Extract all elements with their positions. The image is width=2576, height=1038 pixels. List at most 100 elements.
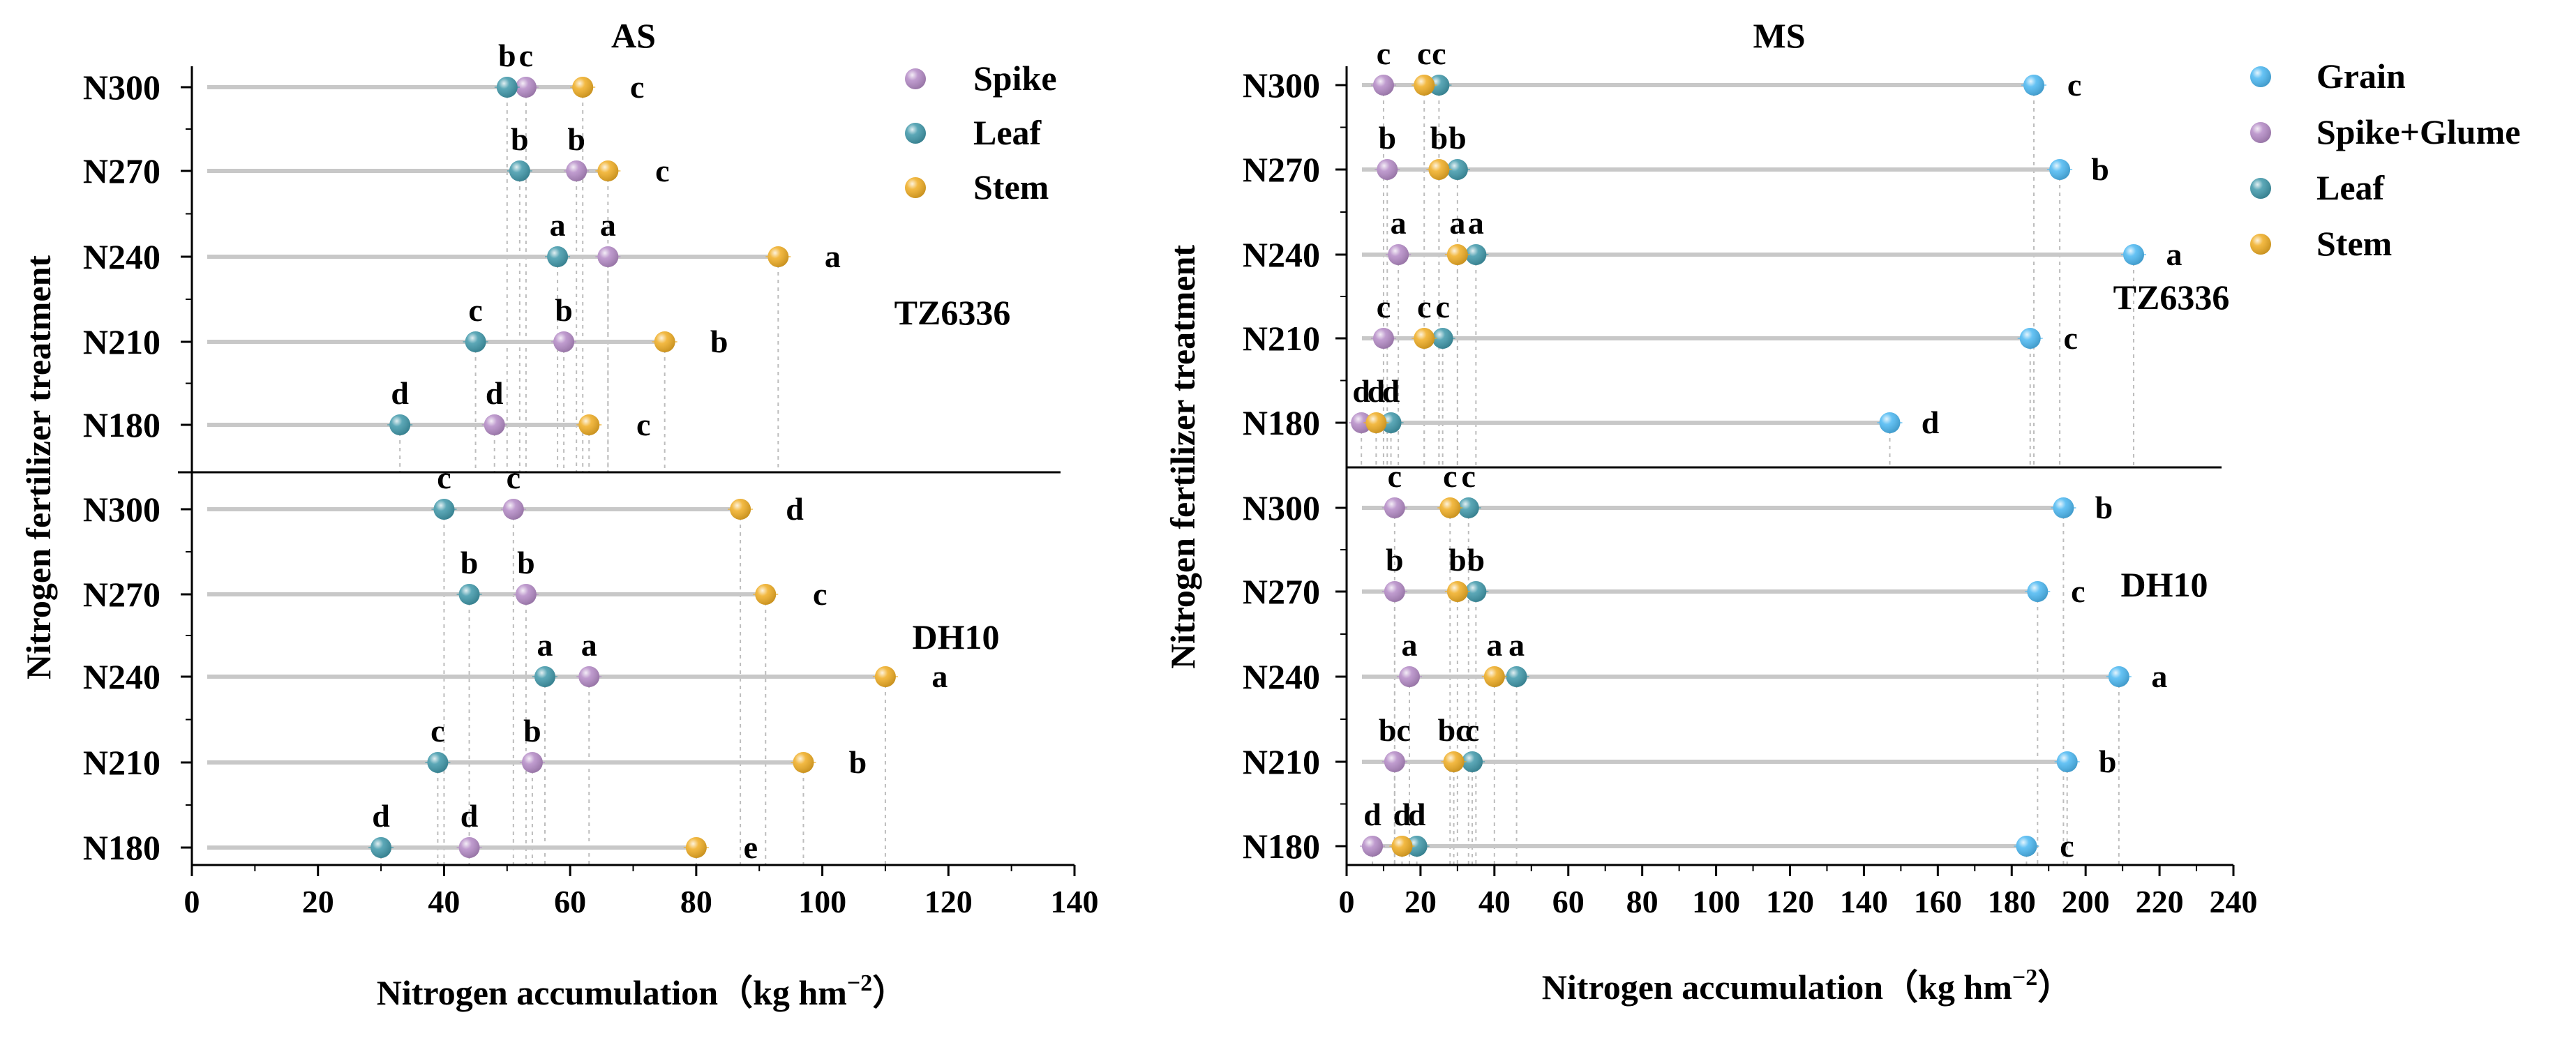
treatment-row: N300 cc cc [1243, 36, 2081, 105]
cultivar-label: DH10 [2121, 565, 2208, 604]
point-shade [1384, 497, 1405, 518]
treatment-label: N180 [1243, 827, 1320, 866]
treatment-row: N270 b b c [83, 121, 670, 190]
treatment-row: N300 bc cc [1243, 458, 2113, 527]
x-tick-label: 40 [1478, 884, 1511, 919]
x-axis-title-exponent: −2 [2012, 965, 2037, 991]
significance-letter: c [630, 69, 644, 105]
point-shade [1506, 666, 1527, 687]
point-shade [597, 246, 619, 267]
significance-letter: a [537, 627, 553, 663]
x-axis-title-main: Nitrogen accumulation（kg hm [377, 973, 847, 1012]
treatment-label: N240 [83, 657, 160, 696]
x-tick-label: 120 [1766, 884, 1814, 919]
point-shade [433, 499, 455, 520]
x-tick-label: 80 [1626, 884, 1658, 919]
cultivar-label: TZ6336 [2113, 278, 2230, 317]
significance-letter: c [1435, 289, 1449, 324]
point-shade [2056, 751, 2078, 772]
significance-letter: b [517, 545, 535, 580]
x-tick-label: 200 [2062, 884, 2110, 919]
significance-letter: b [1430, 120, 1448, 156]
point-shade [1428, 159, 1450, 180]
significance-letter: b [2091, 151, 2109, 187]
significance-letter: b [511, 121, 529, 157]
significance-letter: c [468, 292, 482, 328]
significance-letter: bc [1438, 712, 1470, 748]
treatment-row: N240 aa aa [1243, 627, 2167, 696]
point-shade [1384, 581, 1405, 602]
legend-label: Grain [2316, 57, 2406, 96]
significance-letter: d [1408, 797, 1426, 832]
significance-letter: a [2166, 236, 2182, 272]
point-shade [755, 584, 777, 605]
point-shade [1372, 75, 1394, 96]
cultivar-label: TZ6336 [894, 293, 1011, 332]
significance-letter: d [372, 798, 390, 834]
point-shade [509, 160, 530, 181]
y-axis-title: Nitrogen fertilizer treatment [19, 255, 58, 679]
significance-letter: c [2067, 67, 2081, 103]
point-shade [2108, 666, 2129, 687]
y-axis-title: Nitrogen fertilizer treatment [1163, 245, 1202, 669]
point-shade [2023, 75, 2045, 96]
point-shade [1406, 836, 1428, 857]
legend-marker-shade [2250, 234, 2271, 255]
significance-letter: c [507, 460, 521, 495]
point-shade [496, 77, 518, 98]
point-shade [1365, 412, 1387, 433]
point-shade [566, 160, 587, 181]
point-shade [767, 246, 789, 267]
significance-letter: a [581, 627, 597, 663]
significance-letter: d [1393, 797, 1411, 832]
significance-letter: b [498, 38, 516, 73]
x-axis-title-exponent: −2 [847, 970, 872, 996]
point-shade [597, 160, 619, 181]
treatment-label: N240 [1243, 657, 1320, 696]
x-tick-label: 140 [1840, 884, 1888, 919]
treatment-label: N180 [83, 405, 160, 444]
x-tick-label: 100 [1692, 884, 1740, 919]
significance-letter: a [1449, 205, 1465, 241]
x-tick-label: 180 [1988, 884, 2036, 919]
significance-letter: b [1386, 542, 1404, 578]
significance-letter: d [786, 491, 804, 527]
treatment-row: N210 b c b [83, 713, 867, 782]
point-shade [1414, 328, 1435, 349]
significance-letter: d [1922, 405, 1940, 440]
legend-label: Leaf [973, 113, 1042, 152]
significance-letter: a [1402, 627, 1418, 663]
significance-letter: d [1382, 373, 1400, 409]
point-shade [2019, 328, 2041, 349]
x-tick-label: 100 [798, 884, 846, 919]
x-tick-label: 60 [1552, 884, 1585, 919]
significance-letter: c [1417, 36, 1431, 71]
legend-item: Spike [905, 59, 1057, 98]
point-shade [547, 246, 569, 267]
point-shade [427, 752, 449, 773]
significance-letter: b [555, 292, 573, 328]
point-shade [1380, 412, 1402, 433]
point-shade [654, 331, 675, 352]
significance-letter: b [1467, 542, 1485, 578]
significance-letter: c [1432, 36, 1446, 71]
treatment-row: N210 cc cc [1243, 289, 2078, 358]
significance-letter: c [437, 460, 451, 495]
significance-letter: a [825, 239, 841, 274]
legend-label: Spike+Glume [2316, 112, 2520, 151]
point-shade [1462, 751, 1483, 772]
point-shade [1446, 159, 1468, 180]
significance-letter: a [1391, 205, 1407, 241]
legend-label: Leaf [2316, 168, 2386, 207]
significance-letter: bc [1379, 712, 1411, 748]
x-tick-label: 140 [1051, 884, 1099, 919]
treatment-row: N180 d d c [83, 375, 651, 444]
significance-letter: c [813, 576, 827, 612]
point-shade [1446, 581, 1468, 602]
significance-letter: a [1468, 205, 1484, 241]
significance-letter: b [710, 324, 728, 359]
significance-letter: c [2064, 320, 2078, 356]
significance-letter: a [2151, 659, 2167, 694]
significance-letter: b [1448, 120, 1467, 156]
